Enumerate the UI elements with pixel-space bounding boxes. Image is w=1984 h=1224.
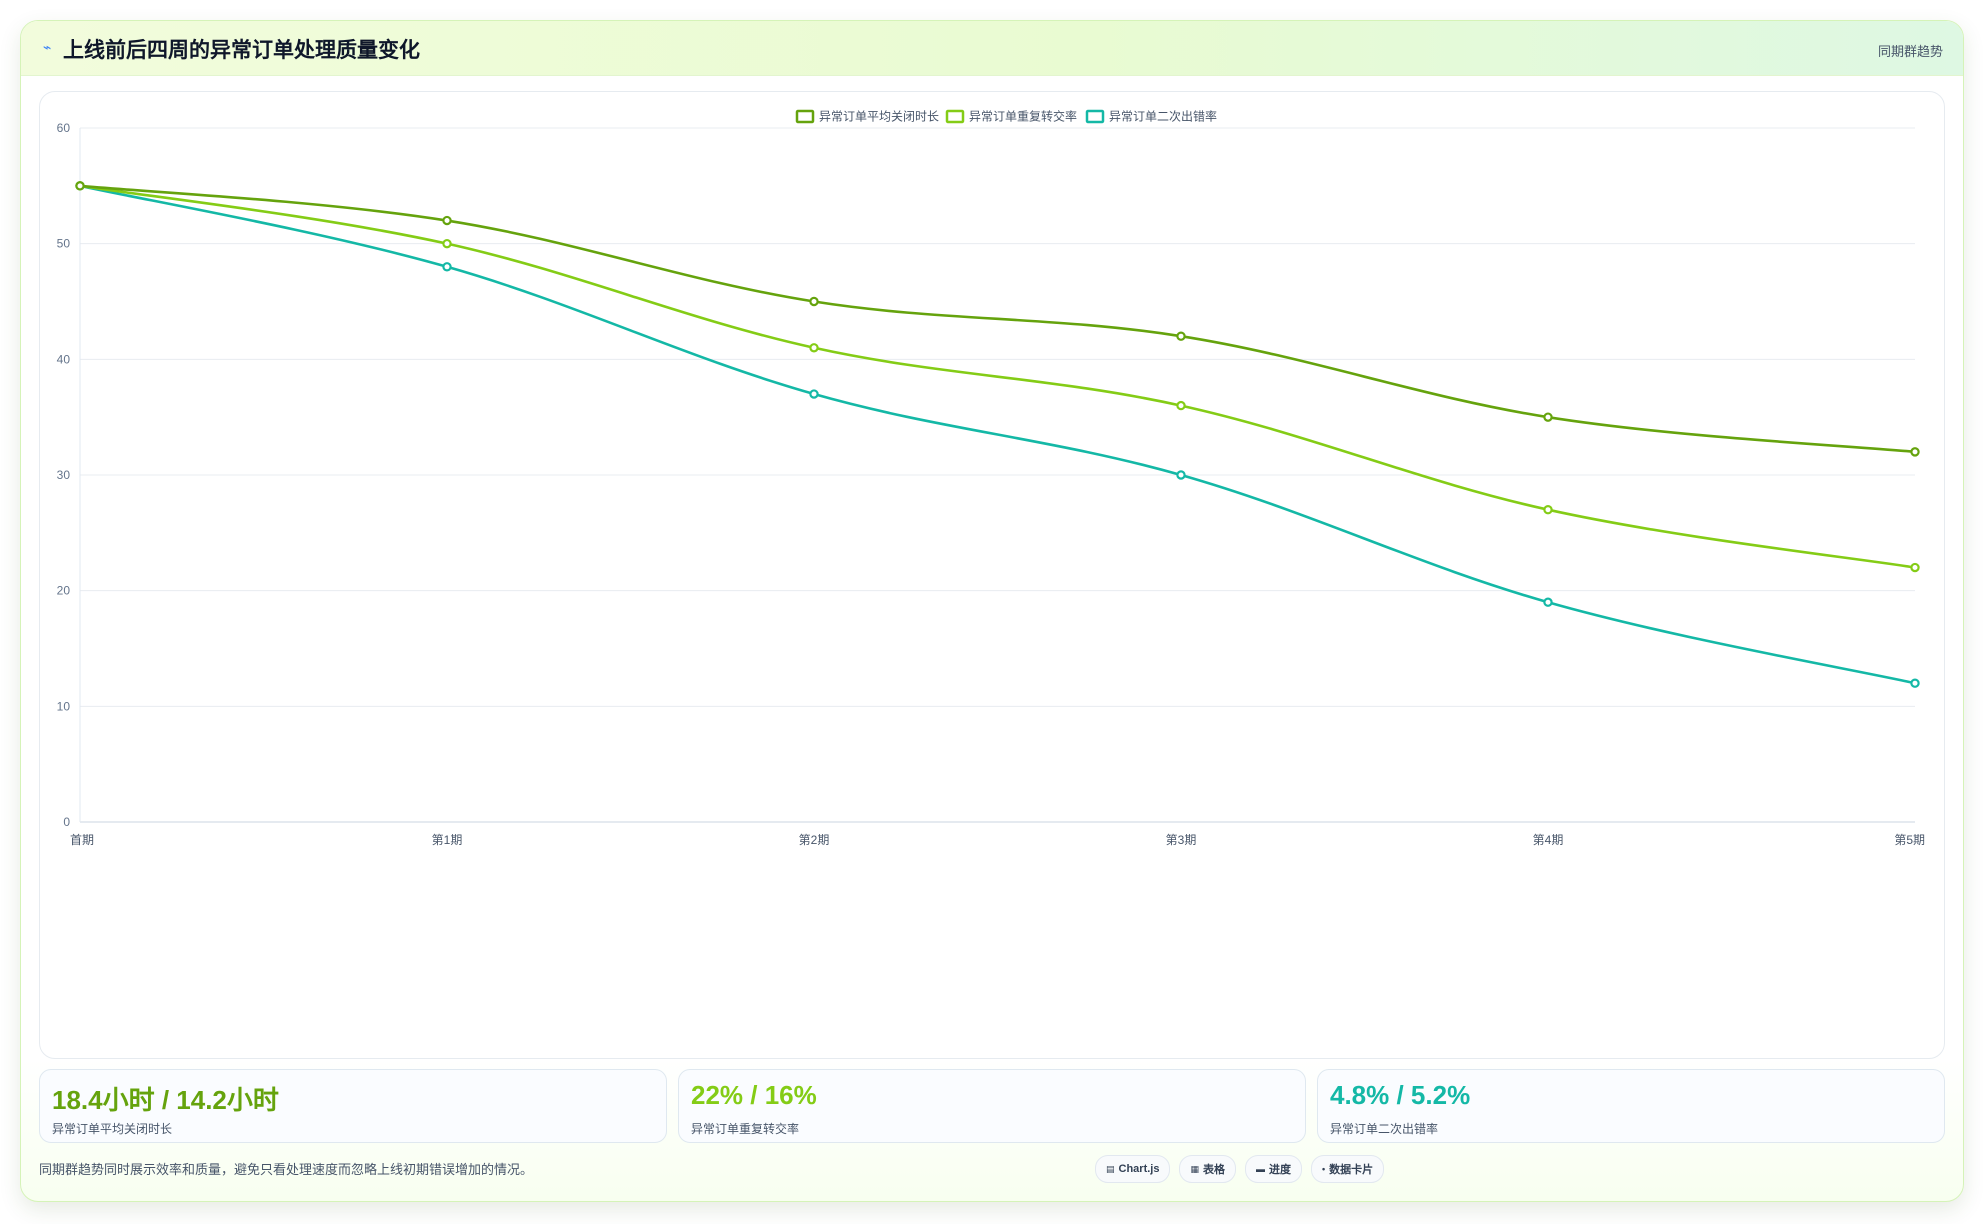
data-point [1176,470,1186,480]
chip-data-card[interactable]: • 数据卡片 [1311,1155,1385,1183]
chip-label: 数据卡片 [1329,1164,1374,1176]
y-tick-label: 50 [57,237,71,251]
line-chart: 0 10 20 30 40 50 60 首期 第1期 第2期 第3期 第4期 第5期 异常订单平均关闭时长… [57,109,1925,848]
x-tick-label: 首期 [70,833,94,847]
legend-label: 异常订单重复转交率 [969,109,1077,124]
legend-label: 异常订单平均关闭时长 [819,110,939,124]
series-line [79,184,1916,569]
chip-chartjs[interactable]: ▤ Chart.js [1095,1155,1171,1183]
chip-table[interactable]: ▦ 表格 [1179,1155,1236,1183]
chip-label: 表格 [1203,1164,1225,1176]
y-tick-label: 60 [57,121,71,135]
x-tick-label: 第1期 [432,833,463,847]
chip-label: Chart.js [1118,1163,1160,1175]
x-tick-label: 第2期 [799,833,830,847]
progress-icon: ▬ [1256,1164,1265,1174]
data-point [1176,331,1186,341]
x-tick-label: 第3期 [1166,833,1197,847]
data-point [809,389,819,399]
series-line [79,184,1916,685]
stat-card-reassign-rate: 22% / 16% 异常订单重复转交率 [678,1069,1306,1143]
stat-card-error-rate: 4.8% / 5.2% 异常订单二次出错率 [1317,1069,1945,1143]
data-point [1910,678,1920,688]
y-tick-label: 40 [57,352,71,366]
page-title: 上线前后四周的异常订单处理质量变化 [63,39,420,62]
x-tick-label: 第4期 [1533,833,1564,847]
stat-card-close-time: 18.4小时 / 14.2小时 异常订单平均关闭时长 [39,1069,667,1143]
data-point [442,262,452,272]
card-header: ⌁ 上线前后四周的异常订单处理质量变化 同期群趋势 [21,21,1963,76]
card-icon: • [1322,1164,1326,1174]
series-line [79,184,1916,454]
table-icon: ▦ [1190,1163,1199,1174]
chip-progress[interactable]: ▬ 进度 [1245,1155,1302,1183]
trend-icon: ⌁ [43,39,52,55]
y-tick-label: 0 [63,815,70,829]
stat-value: 22% / 16% [691,1080,817,1110]
data-point [1543,412,1553,422]
data-point [1176,400,1186,411]
stat-label: 异常订单重复转交率 [691,1122,800,1136]
x-tick-label: 第5期 [1894,833,1925,847]
stat-value: 4.8% / 5.2% [1330,1080,1471,1110]
data-point [1543,505,1553,515]
data-point [809,343,819,353]
header-tag: 同期群趋势 [1877,44,1943,59]
stat-value: 18.4小时 / 14.2小时 [52,1085,279,1115]
chart-container: 0 10 20 30 40 50 60 首期 第1期 第2期 第3期 第4期 第5期 异常订单平均关闭时长… [39,91,1945,1059]
data-point [75,181,85,191]
footnote: 同期群趋势同时展示效率和质量，避免只看处理速度而忽略上线初期错误增加的情况。 [39,1162,534,1177]
chart-icon: ▤ [1106,1163,1115,1174]
data-point [1910,562,1920,573]
legend-swatch [945,109,965,124]
data-point [809,296,819,307]
data-point [442,238,452,249]
legend-label: 异常订单二次出错率 [1109,109,1217,124]
data-point [1910,447,1920,457]
legend-swatch [795,109,815,124]
chip-label: 进度 [1269,1164,1291,1176]
dashboard-card: ⌁ 上线前后四周的异常订单处理质量变化 同期群趋势 0 10 20 30 40 50 60 首… [20,20,1964,1202]
chip-row: ▤ Chart.js ▦ 表格 ▬ 进度 • 数据卡片 [1095,1155,1385,1183]
data-point [442,215,452,226]
y-tick-label: 30 [57,468,71,482]
stat-label: 异常订单平均关闭时长 [52,1122,173,1136]
stat-label: 异常订单二次出错率 [1330,1122,1439,1136]
y-tick-label: 10 [57,699,71,713]
legend-swatch [1085,109,1105,124]
data-point [1543,597,1553,607]
y-tick-label: 20 [57,584,71,598]
